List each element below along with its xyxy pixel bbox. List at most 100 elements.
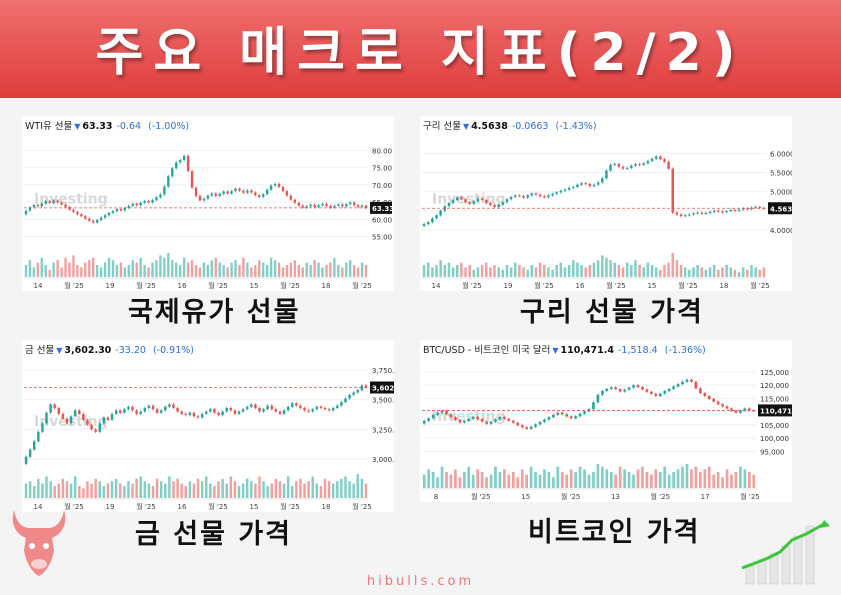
instrument-change-pct: (-1.36%) (664, 345, 706, 356)
candle-body (317, 205, 320, 207)
candle-body (135, 410, 138, 414)
volume-bar (618, 466, 622, 488)
candle-body (68, 206, 71, 210)
volume-bar (587, 474, 591, 488)
candle-body (202, 198, 206, 201)
volume-bar (53, 486, 56, 498)
last-price-badge (370, 381, 394, 394)
candle-body (164, 406, 167, 411)
volume-bar (48, 269, 51, 277)
candle-body (364, 385, 368, 388)
volume-bar (159, 481, 163, 498)
volume-bar (278, 481, 282, 498)
candle-body (547, 417, 551, 420)
volume-bar (762, 267, 766, 277)
volume-bar (601, 466, 604, 488)
candle-body (230, 191, 233, 194)
candle-body (293, 199, 297, 203)
candle-body (681, 381, 684, 385)
candle-body (99, 217, 103, 221)
volume-bar (717, 269, 720, 277)
candle-body (73, 410, 77, 417)
volume-bar (758, 269, 762, 277)
volume-bar (721, 267, 724, 277)
volume-bar (65, 481, 69, 498)
volume-bar (431, 267, 434, 277)
candle-body (480, 419, 484, 422)
volume-bar (143, 265, 146, 277)
candle-body (618, 389, 622, 392)
x-tick-label: 월 '25 (471, 492, 491, 501)
candle-body (341, 204, 344, 207)
y-tick-label: 75.00 (372, 165, 392, 173)
candle-body (262, 409, 265, 412)
volume-bar (654, 469, 658, 488)
volume-bar (349, 260, 352, 277)
volume-bar (221, 478, 224, 498)
volume-bar (552, 477, 555, 488)
candle-body (92, 220, 95, 223)
x-tick-label: 15 (648, 282, 657, 290)
candle-body (592, 184, 596, 187)
volume-bar (632, 474, 635, 488)
candle-body (707, 396, 711, 399)
candle-body (103, 215, 107, 218)
volume-bar (614, 474, 618, 488)
volume-bar (672, 472, 675, 488)
candle-body (758, 206, 762, 209)
candle-body (712, 210, 716, 212)
candle-body (82, 413, 85, 420)
candle-body (543, 196, 546, 198)
volume-bar (360, 478, 364, 498)
volume-bar (36, 262, 40, 277)
volume-bar (729, 267, 733, 277)
volume-bar (556, 466, 560, 488)
volume-bar (348, 481, 351, 498)
candle-body (352, 202, 356, 206)
candle-body (431, 414, 435, 419)
candle-body (567, 187, 571, 190)
candle-body (588, 183, 592, 187)
volume-bar (258, 260, 261, 277)
candle-body (484, 199, 488, 204)
volume-bar (24, 483, 28, 498)
volume-bar (49, 481, 52, 498)
volume-bar (654, 267, 658, 277)
candle-body (180, 411, 183, 414)
candle-body (222, 191, 225, 194)
candle-body (555, 192, 558, 194)
candle-body (28, 207, 32, 211)
volume-bar (258, 476, 261, 498)
volume-bar (584, 267, 587, 277)
volume-bar (596, 464, 600, 488)
volume-bar (712, 265, 716, 277)
y-tick-label: 3,000.00 (372, 456, 394, 464)
volume-bar (111, 260, 115, 277)
candle-body (641, 387, 644, 390)
candle-body (663, 391, 667, 394)
candle-body (61, 413, 65, 419)
volume-bar (436, 477, 439, 488)
candle-body (303, 407, 306, 411)
candle-body (454, 417, 457, 421)
last-price-label: 110,471.40 (760, 407, 792, 415)
volume-bar (747, 472, 751, 488)
candle-body (493, 204, 496, 207)
candle-body (143, 407, 147, 412)
volume-bar (214, 257, 217, 277)
candle-body (135, 203, 138, 206)
volume-bar (171, 260, 174, 277)
candle-body (329, 205, 332, 208)
candle-body (700, 212, 704, 214)
chart-header: 구리 선물 ▼ 4.5638 -0.0663 (-1.43%) (423, 118, 597, 132)
candle-body (321, 203, 324, 206)
candle-body (229, 407, 233, 411)
volume-bar (685, 464, 689, 488)
caption-copper: 구리 선물 가격 (520, 297, 704, 328)
volume-bar (725, 469, 729, 488)
volume-bar (520, 469, 524, 488)
volume-bar (41, 483, 44, 498)
volume-bar (443, 265, 447, 277)
instrument-name: BTC/USD - 비트코인 미국 달러 (423, 345, 551, 356)
volume-bar (114, 478, 118, 498)
